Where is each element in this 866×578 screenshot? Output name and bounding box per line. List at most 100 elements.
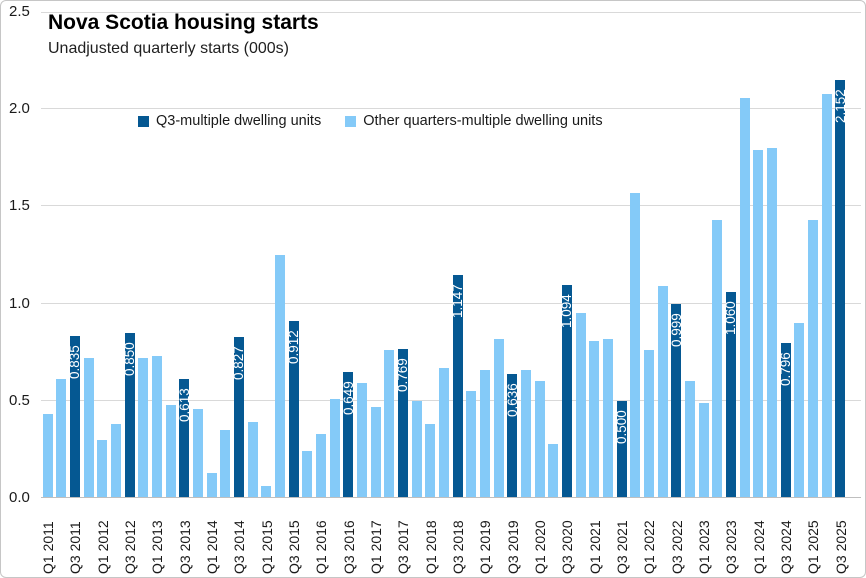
bar-Q4-2022 [685,381,695,498]
bar-Q4-2017 [411,401,422,498]
bar-Q2-2017 [384,350,395,498]
chart-title: Nova Scotia housing starts [48,11,319,34]
x-axis-tick-Q3-2014: Q3 2014 [231,520,248,574]
bar-value-label-Q3-2013: 0.613 [176,388,192,422]
bar-Q3-2016 [343,372,354,498]
bar-Q2-2015 [275,255,285,498]
x-axis-tick-Q3-2021: Q3 2021 [613,520,630,574]
x-axis-tick-Q1-2024: Q1 2024 [750,520,767,574]
x-axis-tick-Q1-2013: Q1 2013 [149,520,166,574]
y-axis-tick-1.5: 1.5 [9,197,30,214]
bar-Q1-2012 [97,440,108,498]
x-axis-tick-Q1-2016: Q1 2016 [313,520,330,574]
bar-Q3-2012 [124,333,135,498]
bar-Q3-2017 [398,349,408,498]
y-axis-tick-2.5: 2.5 [9,3,30,20]
x-axis-tick-Q1-2014: Q1 2014 [203,520,220,574]
y-axis-tick-0.0: 0.0 [9,489,30,506]
bar-Q4-2023 [739,98,750,498]
x-axis-tick-Q3-2022: Q3 2022 [668,520,685,574]
bar-Q2-2022 [657,286,668,498]
bar-Q4-2024 [794,323,805,498]
legend-label-q3: Q3-multiple dwelling units [156,113,322,129]
x-axis-line [41,497,861,498]
bar-Q3-2019 [507,374,518,498]
x-axis-tick-Q1-2020: Q1 2020 [531,520,548,574]
gridline-0.5 [41,400,861,401]
bar-value-label-Q3-2017: 0.769 [395,358,411,392]
x-axis-tick-Q3-2025: Q3 2025 [832,520,849,574]
bar-Q2-2019 [493,339,504,498]
gridline-1.0 [41,303,861,304]
gridline-2.0 [41,108,861,109]
plot-area [41,12,861,498]
bar-Q4-2019 [521,370,531,498]
bar-Q1-2017 [370,407,381,498]
x-axis-tick-Q3-2024: Q3 2024 [777,520,794,574]
bar-Q3-2013 [179,379,190,498]
bar-Q3-2021 [616,401,627,498]
bar-Q4-2011 [83,358,94,498]
x-axis-tick-Q3-2011: Q3 2011 [67,521,84,574]
bar-Q4-2018 [466,391,477,498]
bar-Q3-2020 [562,285,572,498]
y-axis-tick-2.0: 2.0 [9,100,30,117]
bar-Q2-2023 [712,220,723,498]
bar-Q2-2014 [220,430,231,498]
bar-Q3-2025 [835,80,846,498]
bar-Q3-2014 [234,337,244,498]
bar-Q2-2021 [603,339,613,498]
bar-Q4-2012 [138,358,149,498]
other-swatch-icon [345,115,357,127]
bar-Q1-2016 [316,434,326,498]
bar-Q3-2024 [780,343,791,498]
bar-Q4-2020 [575,313,586,498]
bar-Q3-2022 [671,304,682,498]
legend-item-other: Other quarters-multiple dwelling units [345,113,603,129]
bar-value-label-Q3-2018: 1.147 [449,284,465,318]
x-axis-tick-Q1-2011: Q1 2011 [39,521,56,574]
bar-Q1-2023 [698,403,709,498]
x-axis-tick-Q3-2020: Q3 2020 [559,520,576,574]
bar-Q4-2016 [357,383,367,498]
bar-Q3-2023 [726,292,736,498]
y-axis-tick-0.5: 0.5 [9,392,30,409]
bar-Q3-2015 [288,321,299,498]
bar-value-label-Q3-2020: 1.094 [559,294,575,328]
x-axis-tick-Q3-2017: Q3 2017 [395,520,412,574]
x-axis-tick-Q3-2018: Q3 2018 [449,520,466,574]
bar-Q1-2011 [42,414,53,498]
bar-Q1-2020 [534,381,545,498]
x-axis-tick-Q1-2019: Q1 2019 [477,520,494,574]
bar-Q1-2019 [480,370,490,498]
x-axis-tick-Q3-2012: Q3 2012 [121,520,138,574]
bar-value-label-Q3-2012: 0.850 [121,342,137,376]
bar-Q1-2014 [206,473,217,498]
x-axis-tick-Q1-2018: Q1 2018 [422,520,439,574]
bar-Q1-2021 [589,341,600,498]
x-axis-tick-Q1-2015: Q1 2015 [258,520,275,574]
bar-Q1-2018 [425,424,436,498]
bar-Q1-2022 [644,350,654,498]
bar-Q2-2025 [821,94,832,498]
bar-Q1-2025 [808,220,818,498]
bar-Q1-2013 [152,356,162,498]
bar-value-label-Q3-2025: 2.152 [832,89,848,123]
bar-Q2-2016 [329,399,340,498]
bar-Q1-2024 [753,150,764,498]
legend: Q3-multiple dwelling units Other quarter… [138,113,603,129]
bar-value-label-Q3-2014: 0.827 [231,346,247,380]
bar-value-label-Q3-2023: 1.060 [723,301,739,335]
chart-subtitle: Unadjusted quarterly starts (000s) [48,40,289,57]
bar-value-label-Q3-2011: 0.835 [67,345,83,379]
x-axis-tick-Q3-2016: Q3 2016 [340,520,357,574]
x-axis-tick-Q3-2015: Q3 2015 [285,520,302,574]
legend-label-other: Other quarters-multiple dwelling units [363,113,603,129]
bar-Q4-2015 [302,451,313,498]
x-axis-tick-Q1-2017: Q1 2017 [367,520,384,574]
bar-Q2-2011 [56,379,67,498]
x-axis-tick-Q1-2022: Q1 2022 [641,520,658,574]
bar-value-label-Q3-2019: 0.636 [504,383,520,417]
bar-Q4-2013 [193,409,203,498]
